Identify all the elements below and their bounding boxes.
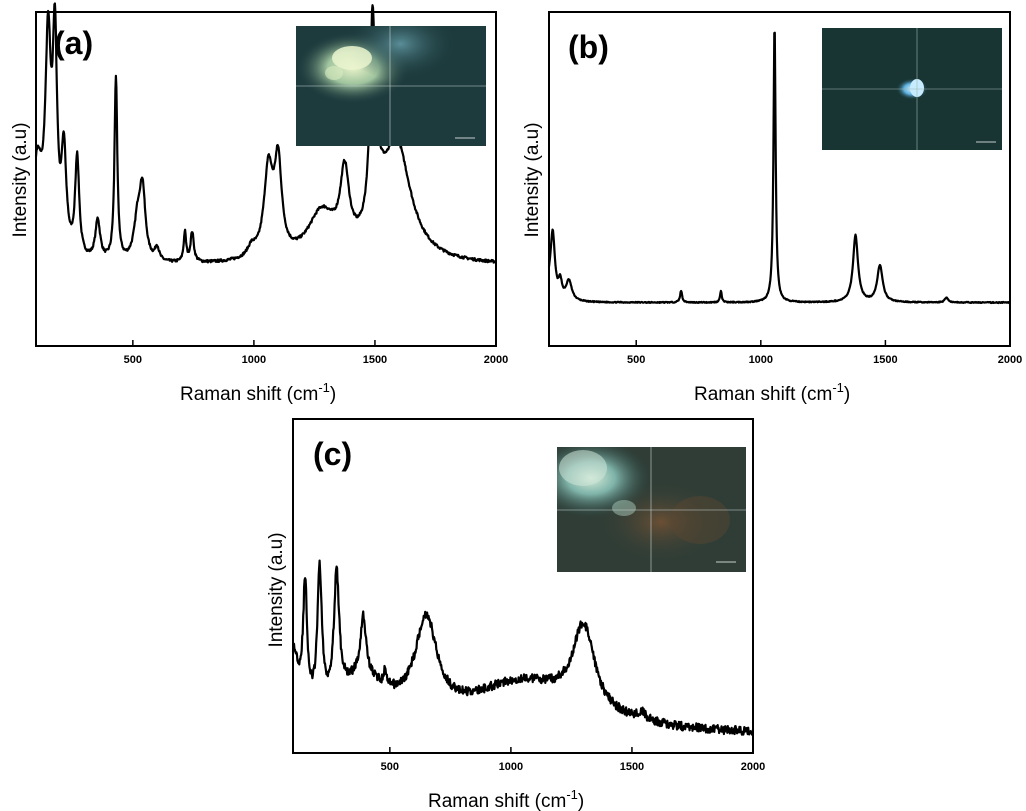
x-tick-label: 2000 bbox=[741, 761, 765, 773]
y-axis-label: Intensity (a.u) bbox=[266, 532, 287, 647]
x-tick-label: 1500 bbox=[363, 354, 387, 366]
x-axis-label: Raman shift (cm-1) bbox=[694, 380, 850, 405]
panel-label: (a) bbox=[54, 25, 93, 61]
spectrum-line bbox=[291, 559, 755, 736]
panel-c: 500 1000 1500 2000 (c) Intensity (a.u) Rama… bbox=[266, 418, 765, 811]
spectrum-line bbox=[547, 31, 1011, 305]
plot-frame bbox=[548, 11, 1011, 347]
panel-label: (b) bbox=[568, 29, 609, 65]
x-axis-label: Raman shift (cm-1) bbox=[180, 380, 336, 405]
x-axis-label: Raman shift (cm-1) bbox=[428, 787, 584, 811]
x-tick-label: 2000 bbox=[998, 354, 1022, 366]
inset-microscope-image bbox=[296, 26, 486, 146]
panel-a: 500 1000 1500 2000 (a) Intensity (a.u) Rama… bbox=[10, 2, 508, 405]
inset-microscope-image bbox=[557, 447, 746, 572]
x-tick-label: 500 bbox=[124, 354, 142, 366]
x-ticks: 500 1000 1500 2000 bbox=[124, 340, 508, 366]
plot-frame bbox=[35, 11, 497, 347]
x-ticks: 500 1000 1500 2000 bbox=[381, 747, 765, 773]
spectrum-line bbox=[34, 2, 498, 264]
x-tick-label: 2000 bbox=[484, 354, 508, 366]
x-tick-label: 500 bbox=[627, 354, 645, 366]
y-axis-label: Intensity (a.u) bbox=[10, 122, 31, 237]
x-tick-label: 1500 bbox=[620, 761, 644, 773]
panel-b: 500 1000 1500 2000 (b) Intensity (a.u) Rama… bbox=[522, 11, 1022, 405]
plot-frame bbox=[292, 418, 754, 754]
x-tick-label: 500 bbox=[381, 761, 399, 773]
x-tick-label: 1500 bbox=[873, 354, 897, 366]
x-tick-label: 1000 bbox=[749, 354, 773, 366]
y-axis-label: Intensity (a.u) bbox=[522, 122, 543, 237]
inset-microscope-image bbox=[822, 28, 1002, 150]
panel-label: (c) bbox=[313, 436, 352, 472]
x-tick-label: 1000 bbox=[499, 761, 523, 773]
x-tick-label: 1000 bbox=[242, 354, 266, 366]
x-ticks: 500 1000 1500 2000 bbox=[627, 340, 1022, 366]
